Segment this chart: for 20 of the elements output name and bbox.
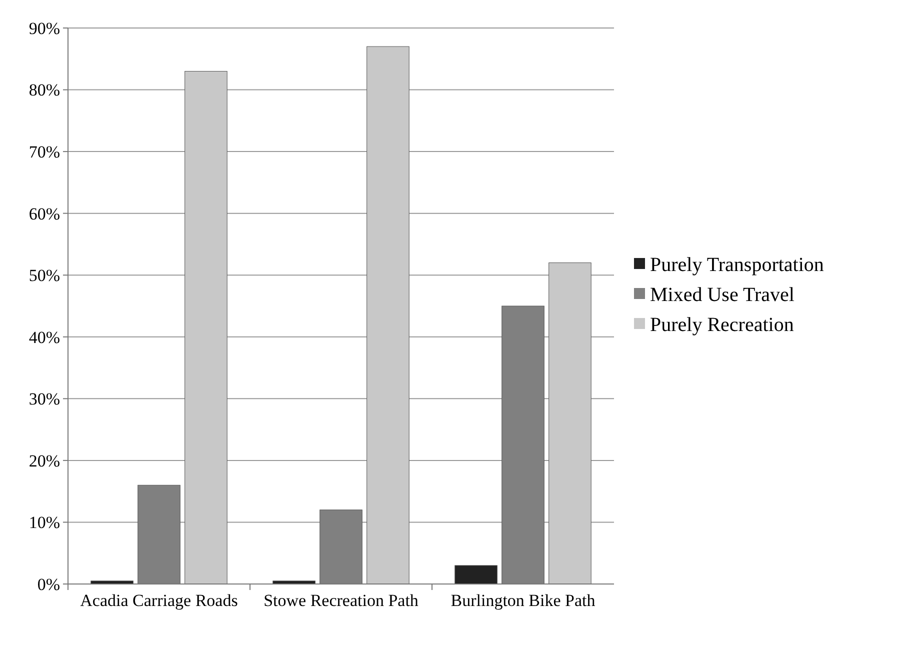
y-tick-label: 40% <box>28 328 60 347</box>
bar <box>184 70 228 584</box>
y-tick-label: 70% <box>28 142 60 162</box>
y-tick-label: 90% <box>28 18 60 38</box>
y-tick-label: 30% <box>28 390 60 409</box>
y-tick-label: 80% <box>28 80 60 100</box>
y-tick-label: 60% <box>28 204 60 224</box>
y-tick-label: 10% <box>28 513 60 532</box>
bar <box>548 262 592 584</box>
x-tick-label: Stowe Recreation Path <box>264 591 419 610</box>
legend-label: Purely Recreation <box>650 314 794 336</box>
legend-label: Purely Transportation <box>650 254 824 276</box>
y-tick-label: 50% <box>28 266 60 286</box>
legend-label: Mixed Use Travel <box>650 284 795 306</box>
y-tick-label: 20% <box>28 451 60 470</box>
y-tick-label: 0% <box>37 574 60 594</box>
bar <box>454 565 498 584</box>
x-tick-label: Acadia Carriage Roads <box>80 591 238 610</box>
x-tick-label: Burlington Bike Path <box>450 591 596 610</box>
bar <box>366 46 410 584</box>
